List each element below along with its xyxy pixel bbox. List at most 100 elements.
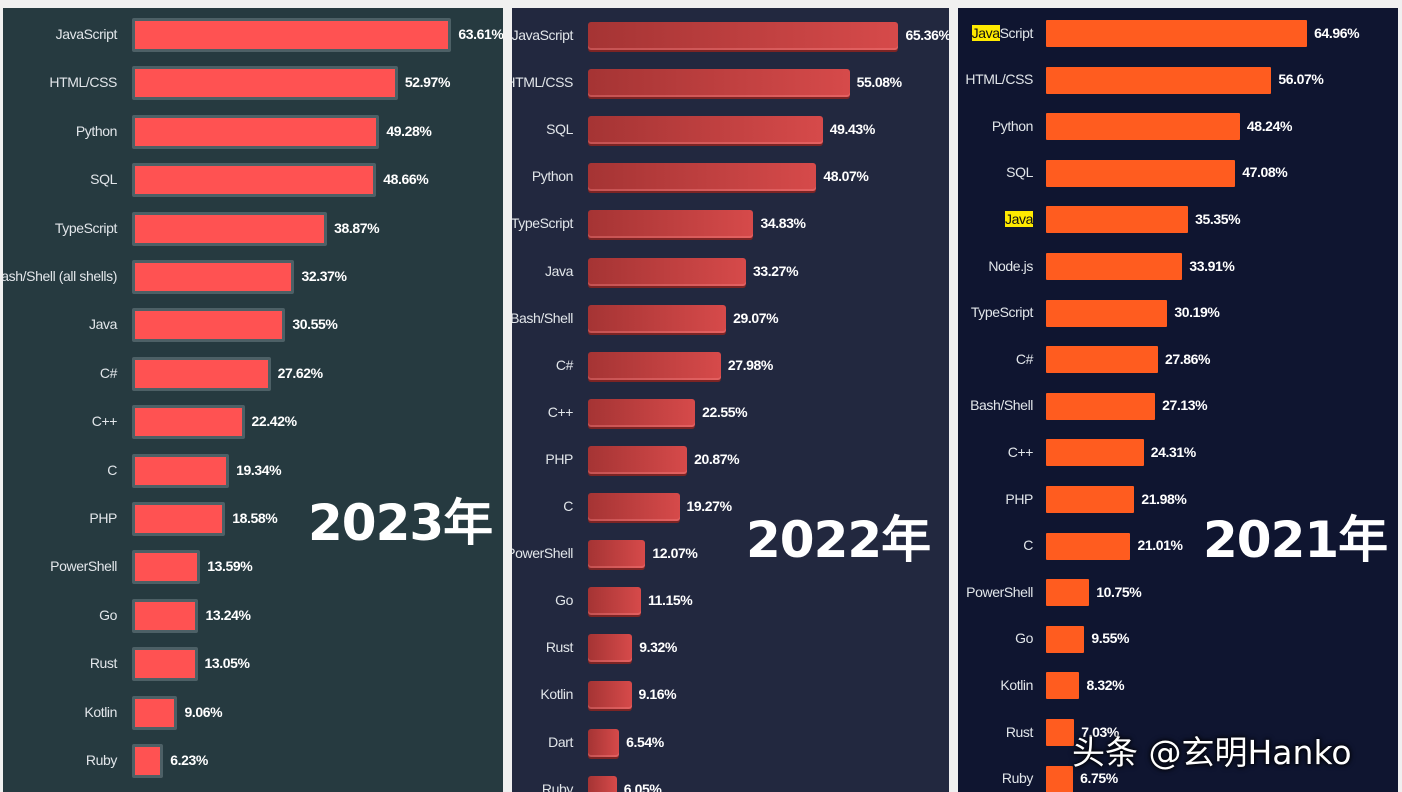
value-label: 6.54% xyxy=(626,733,664,750)
value-label: 20.87% xyxy=(694,450,740,467)
value-label: 34.83% xyxy=(760,215,806,232)
bar xyxy=(588,304,727,333)
category-label: C++ xyxy=(91,413,118,430)
bar xyxy=(132,550,201,585)
value-label: 9.55% xyxy=(1091,630,1130,647)
bar xyxy=(588,493,680,521)
category-label: Python xyxy=(75,122,118,139)
year-label: 2022年 xyxy=(746,511,931,569)
value-label: 27.86% xyxy=(1164,350,1211,367)
category-label: SQL xyxy=(546,121,573,138)
category-label: PHP xyxy=(545,450,573,467)
value-label: 49.28% xyxy=(386,122,432,139)
bar xyxy=(1046,66,1272,94)
category-label: C++ xyxy=(547,403,574,420)
bar xyxy=(1046,253,1183,280)
bar xyxy=(132,308,286,343)
category-label: Bash/Shell xyxy=(512,309,573,326)
bar xyxy=(588,398,696,427)
category-label: C xyxy=(563,498,573,514)
category-label: Kotlin xyxy=(84,703,117,720)
value-label: 27.13% xyxy=(1162,397,1208,414)
bar xyxy=(1046,113,1240,141)
category-label: JavaScript xyxy=(512,27,573,43)
bar xyxy=(1046,672,1080,700)
bar xyxy=(588,634,633,663)
value-label: 9.16% xyxy=(638,686,677,703)
value-label: 27.62% xyxy=(277,364,323,381)
value-label: 48.24% xyxy=(1246,117,1293,134)
chart-panel-2023: 2023年 JavaScript 63.61% HTML/CSS 52.97% Pyth… xyxy=(3,8,503,792)
category-label: Java xyxy=(1005,210,1033,227)
value-label: 6.75% xyxy=(1080,770,1118,787)
bar xyxy=(132,453,230,488)
bar xyxy=(588,681,632,710)
bar xyxy=(1046,625,1085,653)
value-label: 32.37% xyxy=(301,268,347,284)
value-label: 6.23% xyxy=(170,752,208,768)
value-label: 35.35% xyxy=(1195,210,1241,227)
bar xyxy=(1046,439,1144,467)
bar xyxy=(1046,532,1131,560)
bar xyxy=(1046,392,1156,420)
category-label: PHP xyxy=(89,510,117,526)
bar xyxy=(1046,346,1158,374)
value-label: 48.07% xyxy=(823,168,869,185)
value-label: 27.98% xyxy=(727,356,773,373)
bar xyxy=(588,351,721,380)
bar xyxy=(588,775,617,792)
chart-panel-2022: 2022年 JavaScript 65.36% HTML/CSS 55.08% SQL 4… xyxy=(512,8,949,792)
category-label: PowerShell xyxy=(966,583,1033,600)
category-label: PowerShell xyxy=(50,558,117,575)
category-label: SQL xyxy=(90,171,117,188)
bar xyxy=(1046,719,1075,746)
category-label: C xyxy=(107,461,117,478)
bar xyxy=(588,445,688,474)
category-label: C# xyxy=(555,356,574,373)
category-label: Go xyxy=(99,606,117,623)
bar xyxy=(132,647,198,682)
category-label: Go xyxy=(555,592,573,609)
category-label: C xyxy=(1023,537,1033,554)
chart-panel-2021: 2021年 JavaScript 64.96% HTML/CSS 56.07% Pyth… xyxy=(958,8,1398,792)
category-label: HTML/CSS xyxy=(965,71,1033,88)
year-label: 2023年 xyxy=(308,494,493,552)
category-label: Java xyxy=(89,316,117,333)
bar xyxy=(132,744,164,778)
value-label: 48.66% xyxy=(383,171,429,188)
bar xyxy=(588,69,850,98)
category-label: JavaScript xyxy=(55,26,118,42)
category-label: Bash/Shell (all shells) xyxy=(3,268,117,284)
value-label: 24.31% xyxy=(1150,443,1196,460)
category-label: SQL xyxy=(1006,164,1033,181)
value-label: 63.61% xyxy=(458,26,503,42)
value-label: 33.91% xyxy=(1189,257,1235,274)
bar xyxy=(132,695,178,730)
value-label: 6.05% xyxy=(623,780,662,792)
category-label: Python xyxy=(531,168,574,185)
bar xyxy=(588,210,754,239)
bar xyxy=(1046,765,1074,792)
bar xyxy=(588,540,646,569)
value-label: 52.97% xyxy=(404,74,450,91)
bar xyxy=(588,163,817,192)
bar xyxy=(132,502,226,536)
bar xyxy=(132,163,377,198)
watermark: 头条 @玄明Hanko xyxy=(1072,733,1352,772)
value-label: 55.08% xyxy=(856,74,902,91)
bar xyxy=(1046,20,1308,47)
value-label: 10.75% xyxy=(1096,583,1142,600)
value-label: 49.43% xyxy=(829,121,875,138)
value-label: 21.01% xyxy=(1137,537,1183,554)
category-label: PowerShell xyxy=(512,545,573,562)
value-label: 22.42% xyxy=(251,413,297,430)
bar xyxy=(588,257,747,286)
category-label: C# xyxy=(99,364,118,381)
value-label: 22.55% xyxy=(702,403,748,420)
category-label: Bash/Shell xyxy=(970,397,1033,414)
category-label: Java xyxy=(545,262,573,279)
value-label: 30.55% xyxy=(292,316,338,333)
category-label: Ruby xyxy=(85,752,117,768)
bar xyxy=(588,587,641,616)
bar xyxy=(1046,579,1090,607)
